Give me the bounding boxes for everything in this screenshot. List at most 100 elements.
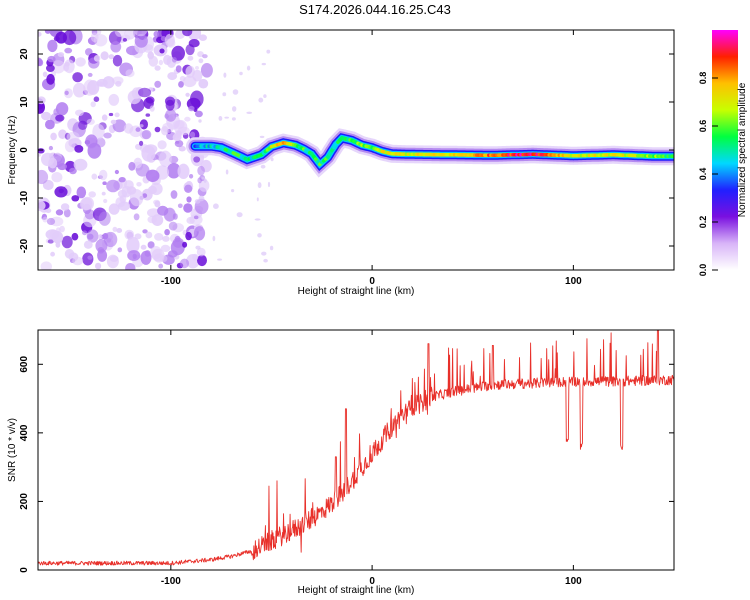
colorbar-tick-label: 0.8	[698, 72, 708, 85]
spectrogram-x-ticks: -100 0 100	[161, 30, 582, 287]
noise-blob	[50, 251, 55, 257]
noise-blob	[168, 221, 178, 231]
noise-blob	[40, 261, 52, 270]
noise-blob	[117, 247, 123, 253]
noise-blob	[108, 112, 114, 117]
noise-blob	[47, 55, 56, 63]
noise-blob	[46, 64, 55, 73]
noise-blob	[48, 145, 54, 151]
page-title: S174.2026.044.16.25.C43	[299, 2, 451, 17]
noise-blob	[38, 148, 45, 154]
noise-blob	[263, 94, 267, 98]
noise-blob	[101, 114, 108, 121]
noise-blob	[177, 163, 190, 179]
noise-blob	[142, 229, 148, 234]
noise-blob	[106, 179, 120, 193]
noise-blob	[75, 109, 84, 117]
noise-blob	[91, 173, 98, 180]
noise-blob	[177, 126, 190, 136]
noise-blob	[232, 106, 237, 112]
snr-series-line	[38, 330, 674, 566]
noise-blob	[125, 69, 135, 78]
noise-blob	[38, 57, 43, 67]
noise-blob	[55, 209, 64, 216]
noise-blob	[112, 54, 123, 67]
spectrogram-x-tick-label: -100	[161, 276, 181, 287]
noise-blob	[63, 59, 75, 74]
noise-blob	[259, 135, 265, 139]
noise-blob	[124, 229, 135, 240]
noise-blob	[201, 177, 205, 180]
noise-blob	[72, 72, 83, 83]
noise-blob	[257, 182, 262, 189]
noise-blob	[194, 199, 201, 204]
snr-x-tick-label: 100	[565, 576, 582, 587]
noise-blob	[100, 51, 109, 61]
noise-blob	[159, 48, 165, 54]
noise-blob	[195, 66, 199, 70]
colorbar-ticks: 0.0 0.2 0.4 0.6 0.8	[698, 72, 718, 276]
noise-blob	[162, 235, 170, 242]
colorbar-label: Normalized spectral amplitude	[737, 82, 748, 217]
noise-blob	[269, 245, 274, 251]
noise-blob	[115, 80, 122, 87]
noise-blob	[197, 254, 207, 267]
noise-blob	[260, 164, 266, 169]
snr-x-ticks: -100 0 100	[161, 330, 582, 587]
noise-blob	[141, 145, 156, 162]
noise-blob	[154, 233, 164, 241]
noise-blob	[48, 157, 58, 169]
noise-blob	[198, 119, 202, 123]
noise-blob	[108, 203, 120, 215]
noise-blob	[101, 191, 106, 196]
noise-blob	[145, 113, 151, 117]
noise-blob	[53, 108, 59, 116]
noise-blob	[192, 253, 199, 261]
colorbar-tick-label: 0.6	[698, 120, 708, 133]
noise-blob	[159, 150, 172, 167]
noise-blob	[90, 32, 99, 43]
noise-blob	[86, 229, 99, 243]
noise-blob	[87, 255, 93, 260]
noise-blob	[197, 51, 204, 58]
noise-blob	[223, 72, 227, 78]
noise-blob	[145, 96, 155, 104]
noise-blob	[57, 163, 67, 171]
colorbar-tick-label: 0.2	[698, 216, 708, 229]
noise-blob	[50, 132, 57, 141]
noise-blob	[261, 62, 266, 66]
noise-blob	[151, 214, 164, 227]
noise-blob	[64, 139, 76, 153]
noise-blob	[256, 197, 259, 202]
noise-blob	[57, 52, 65, 58]
noise-blob	[139, 124, 144, 128]
noise-blob	[164, 33, 175, 47]
noise-blob	[78, 120, 88, 130]
noise-blob	[93, 96, 100, 102]
noise-blob	[154, 126, 161, 133]
spectrogram-y-tick-label: 10	[19, 96, 30, 108]
noise-blob	[132, 253, 137, 259]
noise-blob	[193, 156, 201, 163]
snr-x-tick-label: 0	[369, 576, 375, 587]
noise-blob	[189, 174, 194, 179]
noise-blob	[185, 92, 190, 97]
noise-blob	[185, 231, 192, 241]
noise-blob	[183, 203, 193, 213]
noise-blob	[145, 169, 160, 182]
noise-blob	[112, 226, 118, 232]
spectrogram-y-tick-label: -10	[19, 190, 30, 205]
noise-blob	[170, 190, 178, 199]
noise-blob	[193, 215, 199, 220]
noise-blob	[69, 167, 77, 175]
noise-blob	[103, 132, 112, 139]
noise-blob	[136, 182, 142, 187]
noise-blob	[45, 208, 52, 214]
noise-blob	[108, 93, 120, 106]
noise-blob	[182, 30, 193, 37]
noise-blob	[63, 208, 71, 218]
noise-blob	[85, 48, 93, 56]
noise-blob	[147, 51, 154, 60]
